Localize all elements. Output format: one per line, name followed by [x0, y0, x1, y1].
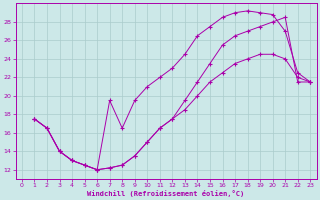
X-axis label: Windchill (Refroidissement éolien,°C): Windchill (Refroidissement éolien,°C): [87, 190, 245, 197]
